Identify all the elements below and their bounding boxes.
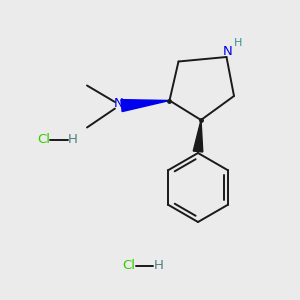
Text: H: H (234, 38, 243, 49)
Text: Cl: Cl (122, 259, 136, 272)
Polygon shape (193, 120, 203, 152)
Text: N: N (223, 45, 233, 58)
Polygon shape (121, 100, 170, 112)
Text: H: H (154, 259, 163, 272)
Text: H: H (68, 133, 78, 146)
Text: N: N (114, 97, 124, 110)
Text: Cl: Cl (37, 133, 50, 146)
